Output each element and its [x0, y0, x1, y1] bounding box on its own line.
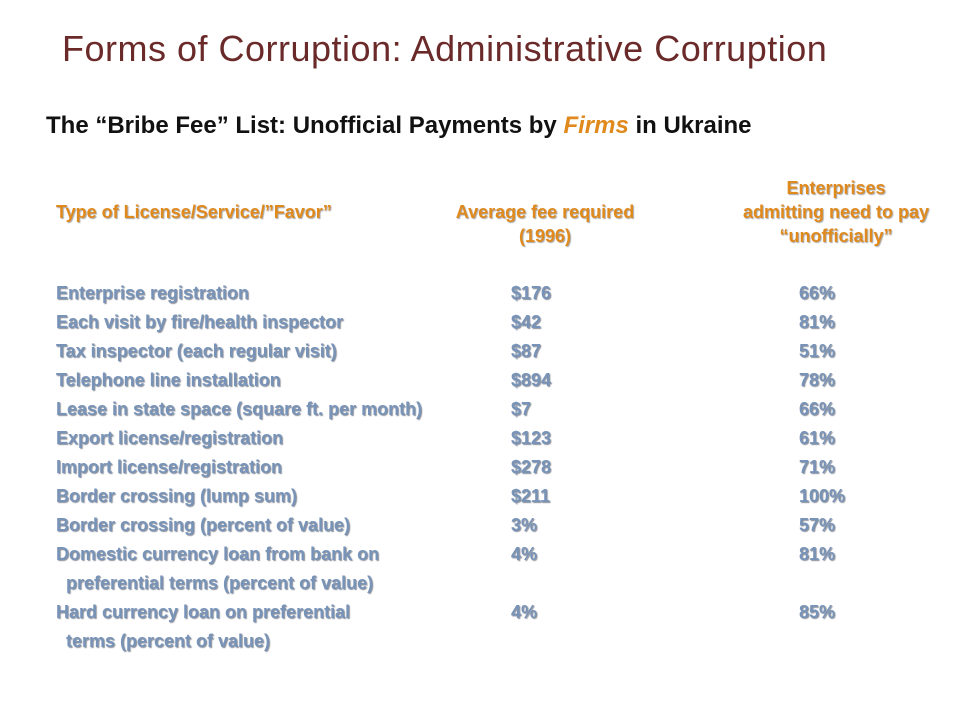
- row-percent: 66%: [799, 283, 836, 303]
- row-fee: 3%: [511, 515, 538, 535]
- header-enterprises-line2: admitting need to pay: [742, 202, 929, 222]
- row-percent: 66%: [799, 399, 836, 419]
- row-percent: 100%: [799, 486, 846, 506]
- table-row: Each visit by fire/health inspector $42 …: [56, 312, 936, 341]
- row-label: Lease in state space (square ft. per mon…: [56, 399, 423, 419]
- slide-subtitle: The “Bribe Fee” List: Unofficial Payment…: [46, 112, 752, 140]
- table-row: Export license/registration $123 61%: [56, 428, 936, 457]
- row-fee: $278: [511, 457, 552, 477]
- header-average-fee-line2: (1996): [518, 226, 572, 246]
- row-fee: 4%: [511, 602, 538, 622]
- row-label: Border crossing (lump sum): [56, 486, 298, 506]
- row-fee: $123: [511, 428, 552, 448]
- table-row: Tax inspector (each regular visit) $87 5…: [56, 341, 936, 370]
- row-label: Export license/registration: [56, 428, 284, 448]
- row-percent: 57%: [799, 515, 836, 535]
- row-label: Telephone line installation: [56, 370, 281, 390]
- header-enterprises-line1: Enterprises: [786, 178, 886, 198]
- table-row: Domestic currency loan from bank on 4% 8…: [56, 544, 936, 573]
- subtitle-text-before: The “Bribe Fee” List: Unofficial Payment…: [46, 112, 564, 139]
- row-percent: 85%: [799, 602, 836, 622]
- row-label: Tax inspector (each regular visit): [56, 341, 337, 361]
- row-label: Hard currency loan on preferential: [56, 602, 351, 622]
- row-fee: $894: [511, 370, 552, 390]
- row-label: Enterprise registration: [56, 283, 250, 303]
- table-row: Enterprise registration $176 66%: [56, 283, 936, 312]
- header-average-fee-line1: Average fee required: [455, 202, 635, 222]
- bribe-fee-table: Enterprise registration $176 66% Each vi…: [56, 283, 936, 660]
- row-percent: 78%: [799, 370, 836, 390]
- row-label: Border crossing (percent of value): [56, 515, 351, 535]
- row-percent: 81%: [799, 544, 836, 564]
- table-row: Border crossing (percent of value) 3% 57…: [56, 515, 936, 544]
- row-fee: 4%: [511, 544, 538, 564]
- row-fee: $87: [511, 341, 542, 361]
- row-label: Each visit by fire/health inspector: [56, 312, 344, 332]
- table-row: Import license/registration $278 71%: [56, 457, 936, 486]
- header-enterprises-line3: “unofficially”: [779, 226, 893, 246]
- table-row: Lease in state space (square ft. per mon…: [56, 399, 936, 428]
- row-fee: $211: [511, 486, 551, 506]
- row-percent: 61%: [799, 428, 836, 448]
- row-percent: 81%: [799, 312, 836, 332]
- slide-title: Forms of Corruption: Administrative Corr…: [62, 28, 828, 69]
- header-enterprises: Enterprises admitting need to pay “unoff…: [716, 176, 956, 248]
- table-row-continuation: terms (percent of value): [56, 631, 936, 660]
- row-fee: $176: [511, 283, 552, 303]
- table-row: Hard currency loan on preferential 4% 85…: [56, 602, 936, 631]
- table-row: Border crossing (lump sum) $211 100%: [56, 486, 936, 515]
- subtitle-text-after: in Ukraine: [628, 112, 752, 139]
- row-fee: $42: [511, 312, 542, 332]
- row-percent: 71%: [799, 457, 836, 477]
- header-type: Type of License/Service/”Favor”: [56, 202, 332, 222]
- row-label: Import license/registration: [56, 457, 283, 477]
- row-fee: $7: [511, 399, 532, 419]
- table-row-continuation: preferential terms (percent of value): [56, 573, 936, 602]
- row-label: Domestic currency loan from bank on: [56, 544, 380, 564]
- subtitle-highlight: Firms: [563, 112, 629, 139]
- table-row: Telephone line installation $894 78%: [56, 370, 936, 399]
- header-average-fee: Average fee required (1996): [430, 200, 660, 248]
- row-label-continuation: preferential terms (percent of value): [66, 573, 374, 593]
- row-percent: 51%: [799, 341, 836, 361]
- row-label-continuation: terms (percent of value): [66, 631, 271, 651]
